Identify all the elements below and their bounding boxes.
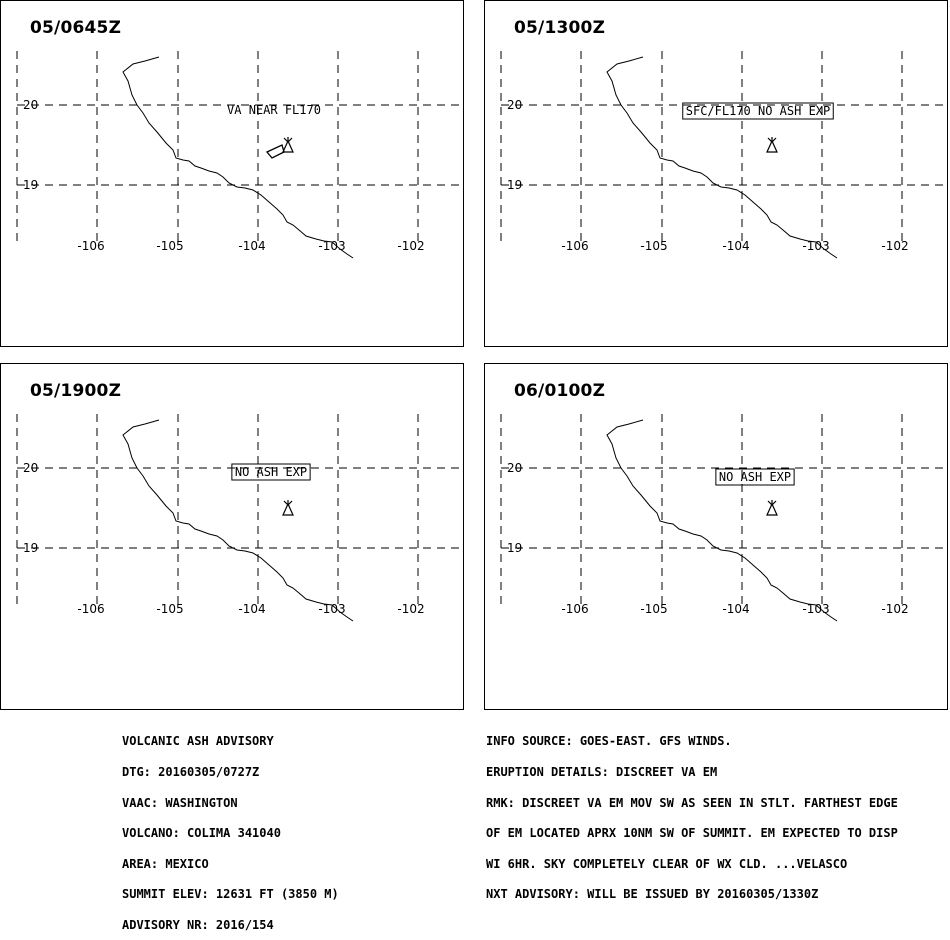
advisory-line: AREA: MEXICO <box>122 856 209 871</box>
advisory-line: WI 6HR. SKY COMPLETELY CLEAR OF WX CLD. … <box>486 856 848 871</box>
advisory-line: RMK: DISCREET VA EM MOV SW AS SEEN IN ST… <box>486 795 898 810</box>
advisory-line: SUMMIT ELEV: 12631 FT (3850 M) <box>122 887 339 902</box>
lon-label: -106 <box>561 239 588 253</box>
advisory-line: VAAC: WASHINGTON <box>122 795 238 810</box>
map-svg-1: 20 19 -106 -105 -104 -103 -102 VA NEAR FL170 <box>16 51 462 259</box>
panel-title: 05/0645Z <box>30 18 122 38</box>
lon-label: -105 <box>156 239 183 253</box>
lon-label: -102 <box>397 602 424 616</box>
volcano-icon <box>766 500 778 516</box>
map-svg-2: 20 19 -106 -105 -104 -103 -102 SFC/FL170 NO ASH… <box>500 51 946 259</box>
lat-label: 19 <box>23 541 38 555</box>
lat-label: 19 <box>23 178 38 192</box>
lon-label: -105 <box>156 602 183 616</box>
volcano-icon <box>282 500 294 516</box>
ash-annotation: NO ASH EXP <box>719 470 791 484</box>
lat-label: 19 <box>507 541 522 555</box>
lon-label: -104 <box>238 602 265 616</box>
lon-label: -106 <box>77 239 104 253</box>
annotation-box <box>231 463 311 481</box>
panel-title: 06/0100Z <box>514 381 606 401</box>
panel-title: 05/1300Z <box>514 18 606 38</box>
ash-cloud-polygon <box>265 144 285 159</box>
advisory-line: OF EM LOCATED APRX 10NM SW OF SUMMIT. EM… <box>486 826 898 841</box>
lat-label: 20 <box>23 461 38 475</box>
lon-label: -104 <box>238 239 265 253</box>
volcano-icon <box>766 137 778 153</box>
lat-label: 20 <box>507 461 522 475</box>
lon-label: -103 <box>318 602 345 616</box>
advisory-line: DTG: 20160305/0727Z <box>122 765 260 779</box>
advisory-line: ADVISORY NR: 2016/154 <box>122 917 274 932</box>
coastline <box>122 419 354 622</box>
ash-annotation: NO ASH EXP <box>235 465 307 479</box>
coastline <box>606 419 838 622</box>
lon-label: -103 <box>318 239 345 253</box>
lon-label: -105 <box>640 239 667 253</box>
lon-label: -104 <box>722 602 749 616</box>
lon-label: -103 <box>802 239 829 253</box>
panel-title: 05/1900Z <box>30 381 122 401</box>
annotation-box <box>715 468 795 486</box>
advisory-left-block: VOLCANIC ASH ADVISORY DTG: 20160305/0727… <box>122 716 339 940</box>
lon-label: -105 <box>640 602 667 616</box>
forecast-panel-4: 20 19 -106 -105 -104 -103 -102 NO ASH EXP 06/01… <box>484 363 948 710</box>
annotation-box <box>682 102 834 120</box>
advisory-line: VOLCANO: COLIMA 341040 <box>122 826 281 841</box>
lon-label: -106 <box>561 602 588 616</box>
ash-annotation: VA NEAR FL170 <box>227 103 321 117</box>
volcano-icon <box>282 137 294 153</box>
advisory-line: NXT ADVISORY: WILL BE ISSUED BY 20160305… <box>486 887 819 902</box>
coastline <box>606 56 838 259</box>
lat-label: 19 <box>507 178 522 192</box>
lat-label: 20 <box>23 98 38 112</box>
coastline <box>122 56 354 259</box>
ash-annotation: SFC/FL170 NO ASH EXP <box>686 104 831 118</box>
forecast-panel-2: 20 19 -106 -105 -104 -103 -102 SFC/FL170 NO ASH… <box>484 0 948 347</box>
map-svg-4: 20 19 -106 -105 -104 -103 -102 NO ASH EXP <box>500 414 946 622</box>
lon-label: -102 <box>397 239 424 253</box>
lon-label: -104 <box>722 239 749 253</box>
lon-label: -102 <box>881 602 908 616</box>
lon-label: -106 <box>77 602 104 616</box>
forecast-panel-1: 20 19 -106 -105 -104 -103 -102 VA NEAR FL170 05… <box>0 0 464 347</box>
advisory-right-block: INFO SOURCE: GOES-EAST. GFS WINDS. ERUPT… <box>486 716 898 910</box>
lon-label: -103 <box>802 602 829 616</box>
map-svg-3: 20 19 -106 -105 -104 -103 -102 NO ASH EXP <box>16 414 462 622</box>
lat-label: 20 <box>507 98 522 112</box>
forecast-panel-3: 20 19 -106 -105 -104 -103 -102 NO ASH EXP 05/19… <box>0 363 464 710</box>
advisory-line: ERUPTION DETAILS: DISCREET VA EM <box>486 765 718 779</box>
advisory-line: VOLCANIC ASH ADVISORY <box>122 734 274 749</box>
lon-label: -102 <box>881 239 908 253</box>
advisory-line: INFO SOURCE: GOES-EAST. GFS WINDS. <box>486 734 732 749</box>
